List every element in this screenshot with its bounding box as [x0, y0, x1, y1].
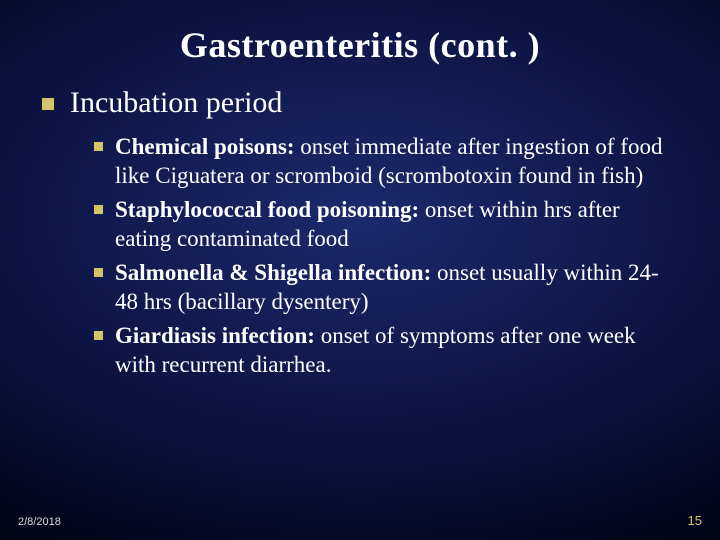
square-bullet-icon [94, 268, 103, 277]
slide-heading: Incubation period [70, 86, 282, 120]
slide-footer: 2/8/2018 15 [18, 513, 702, 528]
bullet-list: Chemical poisons: onset immediate after … [94, 132, 678, 380]
square-bullet-icon [94, 331, 103, 340]
slide-title: Gastroenteritis (cont. ) [42, 24, 678, 66]
list-item-text: Staphylococcal food poisoning: onset wit… [115, 195, 678, 254]
square-bullet-icon [42, 98, 54, 110]
square-bullet-icon [94, 205, 103, 214]
footer-page-number: 15 [688, 513, 702, 528]
list-item-lead: Salmonella & Shigella infection: [115, 260, 431, 285]
list-item: Salmonella & Shigella infection: onset u… [94, 258, 678, 317]
list-item-lead: Chemical poisons: [115, 134, 295, 159]
heading-row: Incubation period [42, 86, 678, 120]
list-item-text: Salmonella & Shigella infection: onset u… [115, 258, 678, 317]
footer-date: 2/8/2018 [18, 516, 61, 528]
slide: Gastroenteritis (cont. ) Incubation peri… [0, 0, 720, 540]
list-item: Chemical poisons: onset immediate after … [94, 132, 678, 191]
list-item: Giardiasis infection: onset of symptoms … [94, 321, 678, 380]
list-item-lead: Staphylococcal food poisoning: [115, 197, 419, 222]
list-item-text: Chemical poisons: onset immediate after … [115, 132, 678, 191]
list-item: Staphylococcal food poisoning: onset wit… [94, 195, 678, 254]
list-item-lead: Giardiasis infection: [115, 323, 315, 348]
square-bullet-icon [94, 142, 103, 151]
list-item-text: Giardiasis infection: onset of symptoms … [115, 321, 678, 380]
